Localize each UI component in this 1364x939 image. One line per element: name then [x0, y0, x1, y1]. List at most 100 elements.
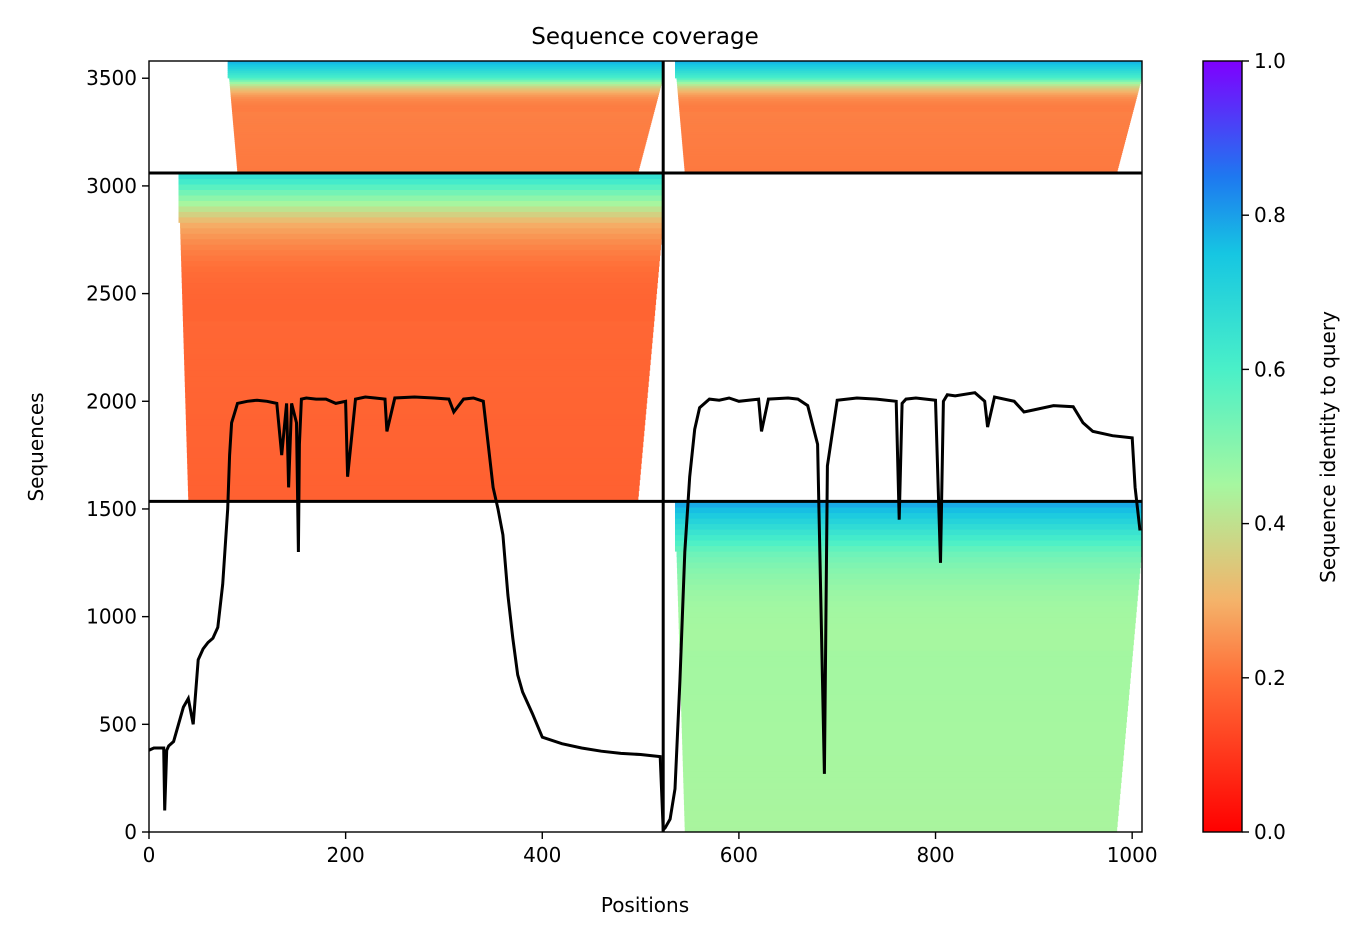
- heatmap-row: [674, 534, 1142, 541]
- heatmap-row: [234, 137, 648, 140]
- heatmap-row: [180, 222, 663, 229]
- colorbar-ticks: 0.0 0.2 0.4 0.6 0.8 1.0: [1242, 49, 1286, 844]
- heatmap-row: [234, 143, 646, 146]
- heatmap-row: [186, 441, 644, 448]
- heatmap-row: [183, 326, 654, 333]
- heatmap-row: [674, 72, 1142, 75]
- colorbar: [1202, 60, 1243, 833]
- heatmap-row: [230, 90, 660, 94]
- heatmap-row: [674, 70, 1142, 73]
- heatmap-row: [677, 573, 1140, 580]
- heatmap-row: [679, 633, 1135, 640]
- heatmap-row: [227, 64, 664, 68]
- x-tick-label: 800: [916, 843, 954, 867]
- heatmap-row: [187, 474, 641, 481]
- colorbar-tick-label: 0.0: [1254, 820, 1286, 844]
- heatmap-row: [684, 815, 1119, 822]
- heatmap-row: [676, 77, 1142, 81]
- heatmap-row: [182, 315, 655, 322]
- heatmap-row: [681, 139, 1126, 142]
- heatmap-row: [188, 495, 639, 503]
- heatmap-row: [182, 293, 657, 300]
- heatmap-row: [231, 109, 655, 112]
- heatmap-row: [678, 611, 1137, 618]
- heatmap-row: [677, 584, 1139, 591]
- heatmap-row: [679, 650, 1133, 657]
- heatmap-row: [234, 141, 647, 144]
- x-axis: 0 200 400 600 800 1000: [143, 832, 1158, 867]
- heatmap-row: [231, 102, 657, 105]
- heatmap-row: [684, 809, 1119, 817]
- heatmap-row: [683, 793, 1121, 800]
- heatmap-row: [681, 727, 1127, 734]
- heatmap-row: [677, 595, 1138, 602]
- y-axis-label: Sequences: [24, 392, 48, 501]
- heatmap-row: [679, 115, 1132, 118]
- heatmap-block-0: [227, 61, 664, 174]
- heatmap-row: [178, 194, 664, 201]
- heatmap-row: [178, 172, 664, 180]
- heatmap-row: [679, 113, 1133, 116]
- coverage-line: [149, 391, 1142, 832]
- heatmap-row: [674, 66, 1142, 70]
- heatmap-row: [180, 249, 661, 256]
- heatmap-row: [181, 271, 659, 278]
- heatmap-row: [682, 150, 1123, 154]
- heatmap-row: [683, 152, 1123, 155]
- heatmap-row: [178, 205, 664, 212]
- colorbar-tick-label: 0.6: [1254, 357, 1286, 381]
- heatmap-row: [185, 402, 647, 409]
- heatmap-row: [233, 122, 652, 126]
- heatmap-row: [678, 606, 1137, 613]
- heatmap-row: [678, 94, 1138, 98]
- heatmap-row: [185, 391, 648, 399]
- heatmap-row: [231, 98, 658, 101]
- heatmap-row: [681, 705, 1128, 712]
- heatmap-row: [180, 238, 662, 245]
- y-tick-label: 1500: [86, 497, 137, 521]
- y-tick-label: 1000: [86, 605, 137, 629]
- heatmap-row: [185, 419, 646, 426]
- heatmap-row: [681, 133, 1128, 137]
- heatmap-row: [683, 156, 1122, 159]
- heatmap-row: [682, 765, 1123, 772]
- plot-frame: [148, 60, 1143, 833]
- heatmap-row: [185, 408, 647, 415]
- heatmap-row: [674, 68, 1142, 71]
- heatmap-row: [186, 452, 643, 459]
- heatmap-row: [678, 617, 1136, 624]
- heatmap-row: [184, 386, 649, 393]
- y-tick-label: 500: [99, 712, 137, 736]
- heatmap-row: [683, 771, 1123, 778]
- heatmap-row: [683, 161, 1120, 165]
- heatmap-row: [674, 539, 1142, 547]
- y-axis: 0 500 1000 1500 2000 2500 3000 3500: [86, 66, 149, 844]
- heatmap-row: [186, 446, 643, 453]
- heatmap-row: [682, 148, 1124, 152]
- heatmap-row: [681, 135, 1127, 139]
- heatmap-row: [681, 732, 1126, 739]
- heatmap-row: [682, 144, 1125, 148]
- heatmap-row: [187, 479, 640, 486]
- heatmap-row: [680, 124, 1130, 127]
- heatmap-row: [674, 75, 1142, 79]
- heatmap-row: [233, 126, 651, 129]
- heatmap-row: [678, 100, 1136, 103]
- heatmap-row: [230, 88, 661, 92]
- heatmap-row: [682, 141, 1126, 144]
- heatmap-block-3: [674, 501, 1142, 832]
- heatmap-row: [680, 694, 1129, 701]
- heatmap-row: [674, 74, 1142, 77]
- heatmap-row: [681, 137, 1127, 140]
- heatmap-row: [229, 85, 661, 88]
- heatmap-row: [678, 622, 1136, 629]
- heatmap-row: [236, 163, 641, 167]
- heatmap-row: [679, 111, 1133, 114]
- heatmap-row: [180, 227, 663, 234]
- x-axis-label: Positions: [601, 893, 689, 917]
- heatmap-row: [681, 721, 1127, 728]
- heatmap-row: [230, 96, 659, 99]
- heatmap-row: [235, 154, 643, 157]
- heatmap-row: [235, 146, 645, 150]
